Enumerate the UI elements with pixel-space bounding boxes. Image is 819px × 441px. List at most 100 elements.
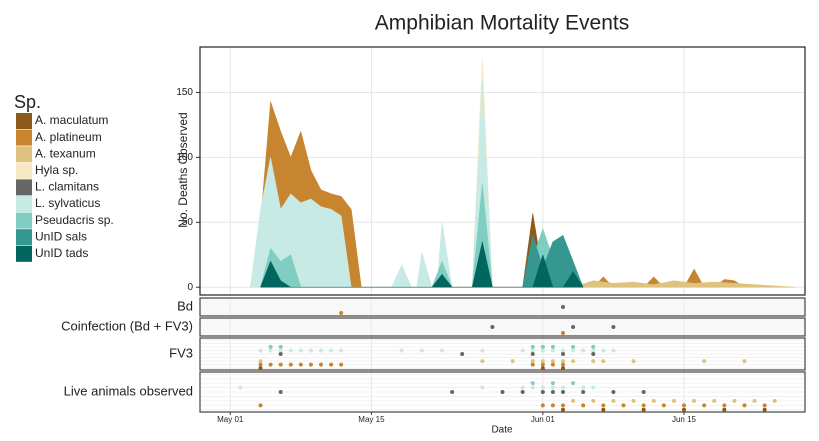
panel-label: Live animals observed (64, 383, 193, 398)
dot (561, 305, 565, 309)
dot (298, 362, 303, 367)
area (260, 241, 584, 288)
dot (611, 398, 616, 403)
y-tick-label: 100 (176, 152, 193, 163)
legend-label: A. texanum (35, 146, 96, 160)
legend-swatch (16, 179, 32, 196)
dot (611, 325, 616, 329)
dot (611, 390, 616, 394)
legend-title: Sp. (14, 92, 41, 112)
legend-swatch (16, 212, 32, 229)
dot (278, 344, 283, 349)
dot (550, 344, 555, 349)
dot (591, 398, 596, 403)
dot (540, 385, 545, 390)
dot (530, 352, 535, 356)
dot (540, 359, 545, 364)
dot (288, 362, 293, 367)
y-axis-label: No. Deaths Observed (176, 112, 190, 227)
legend-swatch (16, 129, 32, 146)
dot (238, 385, 243, 390)
y-tick-label: 0 (187, 282, 193, 293)
dot (308, 362, 313, 367)
dot (540, 362, 545, 367)
dot (530, 348, 535, 353)
dot (550, 359, 555, 364)
dot (540, 390, 545, 394)
dot (581, 390, 586, 394)
dot (550, 385, 555, 390)
dot (490, 325, 495, 329)
x-tick-label: Jun 01 (531, 415, 556, 424)
dot (601, 403, 606, 408)
dot (460, 352, 465, 356)
panel-label: Bd (177, 298, 193, 313)
dot (712, 398, 717, 403)
legend-label: L. sylvaticus (35, 196, 100, 210)
dot (591, 385, 596, 390)
dot (258, 403, 263, 408)
x-axis-label: Date (491, 425, 513, 436)
dot (702, 403, 707, 408)
x-tick-label: Jun 15 (672, 415, 697, 424)
dot (530, 344, 535, 349)
dot (591, 359, 596, 364)
dot (631, 398, 636, 403)
dot (571, 348, 576, 353)
dot (258, 362, 263, 367)
dot (581, 403, 586, 408)
panel-label: Coinfection (Bd + FV3) (61, 318, 193, 333)
legend-label: UnID sals (35, 229, 87, 243)
dot (601, 407, 606, 412)
dot (581, 348, 586, 353)
dot (530, 381, 535, 386)
legend-label: Hyla sp. (35, 163, 78, 177)
dot (278, 348, 283, 353)
dot (561, 362, 565, 367)
dot (571, 325, 576, 329)
dot (329, 362, 334, 367)
dot (682, 407, 686, 412)
panel-frame (199, 297, 806, 317)
dot (722, 403, 727, 408)
dot (339, 348, 344, 353)
dot (339, 362, 344, 367)
dot (561, 352, 565, 356)
plot-frame (199, 46, 806, 296)
dot (440, 348, 444, 353)
dot (480, 359, 485, 364)
dot (339, 311, 344, 315)
dot (561, 390, 565, 394)
dot (601, 348, 606, 353)
dot (550, 381, 555, 386)
dot (550, 403, 555, 408)
dot (742, 359, 747, 364)
dot (591, 348, 596, 353)
dot (561, 331, 565, 335)
dot (571, 381, 576, 386)
dot (550, 390, 555, 394)
dot (480, 385, 485, 390)
dot (540, 348, 545, 353)
dot (561, 403, 565, 408)
legend-swatch (16, 146, 32, 163)
legend-swatch (16, 229, 32, 246)
legend-label: Pseudacris sp. (35, 213, 114, 227)
legend-swatch (16, 162, 32, 179)
dot (520, 348, 525, 353)
dot (702, 359, 707, 364)
dot (530, 359, 535, 364)
dot (561, 385, 565, 390)
dot (631, 359, 636, 364)
dot (762, 407, 767, 412)
dot (641, 403, 646, 408)
dot (268, 348, 273, 353)
dot (520, 390, 525, 394)
dot (510, 359, 515, 364)
dot (561, 348, 565, 353)
dot (308, 348, 313, 353)
legend-label: A. platineum (35, 130, 102, 144)
dot (258, 348, 263, 353)
dot (258, 359, 263, 364)
